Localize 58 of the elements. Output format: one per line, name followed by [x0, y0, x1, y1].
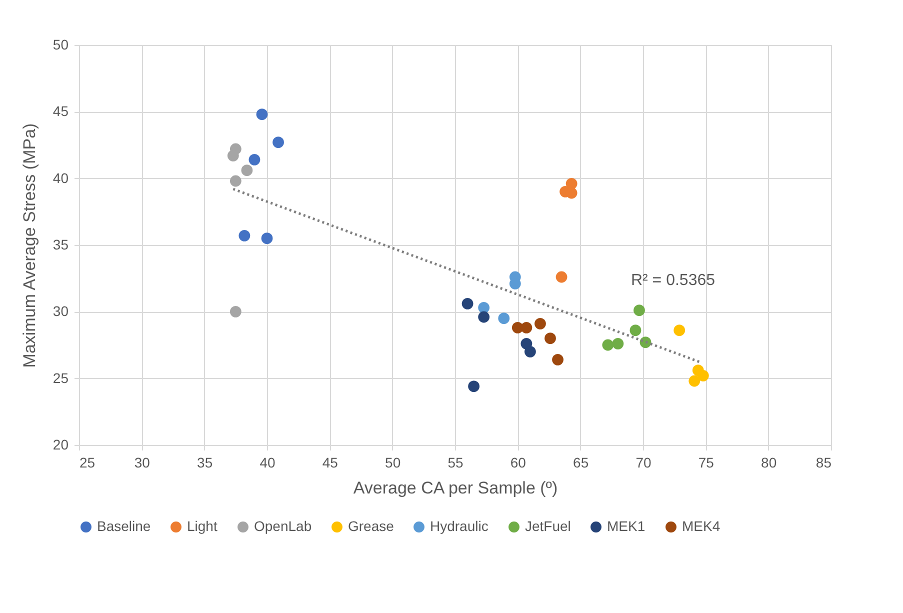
legend-label: MEK4	[682, 518, 720, 534]
point	[612, 338, 624, 350]
x-tick-label: 50	[385, 454, 401, 470]
legend-label: Hydraulic	[430, 518, 488, 534]
point	[238, 230, 250, 242]
point	[674, 324, 686, 336]
point	[462, 298, 474, 310]
point	[602, 339, 614, 351]
y-tick-label: 20	[52, 436, 69, 452]
x-tick-label: 60	[510, 454, 526, 470]
y-tick-label: 50	[52, 36, 69, 52]
point	[478, 311, 490, 323]
x-tick-label: 45	[322, 454, 338, 470]
legend-label: MEK1	[607, 518, 646, 534]
legend-label: Light	[187, 518, 218, 534]
y-tick-label: 25	[52, 370, 69, 386]
point	[230, 306, 242, 318]
point	[544, 332, 556, 344]
point	[227, 150, 239, 162]
y-tick-label: 30	[52, 303, 69, 320]
x-tick-label: 40	[260, 454, 276, 470]
annotation: R² = 0.5365	[630, 272, 716, 289]
x-tick-label: 80	[761, 454, 777, 470]
point	[261, 232, 273, 244]
point	[256, 108, 268, 120]
point	[520, 322, 532, 334]
point	[478, 302, 490, 314]
y-tick-label: 35	[52, 236, 69, 252]
point	[556, 271, 568, 283]
point	[688, 375, 700, 387]
y-tick-label: 40	[52, 170, 69, 186]
x-tick-label: 25	[80, 454, 96, 470]
point	[230, 175, 242, 187]
x-tick-label: 70	[636, 454, 652, 470]
x-tick-label: 55	[448, 454, 464, 470]
point	[630, 324, 642, 336]
x-tick-label: 75	[698, 454, 714, 470]
x-tick-label: 85	[816, 454, 832, 470]
legend-label: Grease	[348, 518, 394, 534]
point	[524, 346, 536, 358]
y-axis-title: Maximum Average Stress (MPa)	[20, 123, 39, 368]
point	[241, 164, 253, 176]
x-tick-label: 35	[197, 454, 213, 470]
x-tick-label: 65	[573, 454, 589, 470]
point	[634, 304, 645, 316]
y-tick-label: 45	[52, 103, 69, 120]
point	[468, 380, 480, 392]
point	[697, 370, 709, 382]
legend-label: Baseline	[97, 518, 151, 534]
point	[272, 136, 284, 148]
legend-label: OpenLab	[254, 518, 312, 534]
point	[552, 354, 564, 366]
point	[534, 318, 546, 330]
x-tick-label: 30	[134, 454, 150, 470]
point	[498, 312, 510, 324]
legend-label: JetFuel	[525, 518, 571, 534]
x-axis-title: Average CA per Sample (º)	[353, 478, 558, 498]
point	[248, 154, 260, 166]
